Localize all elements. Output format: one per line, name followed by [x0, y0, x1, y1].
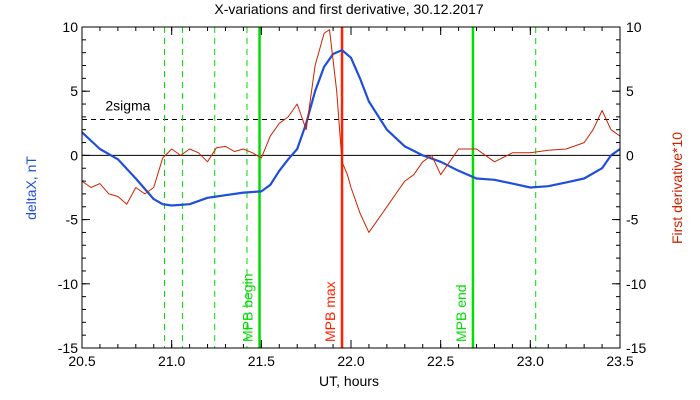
x-tick-label: 21.0: [158, 353, 185, 369]
axes-layer: 20.5 21.0 21.5 22.0 22.5 23.0 23.5-15 -15-10 -10…: [58, 19, 647, 369]
x-tick-label: 23.5: [606, 353, 633, 369]
y-tick-label-left: -15: [58, 340, 78, 356]
chart-title: X-variations and first derivative, 30.12…: [214, 1, 483, 17]
x-tick-label: 23.0: [517, 353, 544, 369]
x-tick-label: 22.0: [337, 353, 364, 369]
y-tick-label-left: -10: [58, 276, 78, 292]
marker-label: MPB begin: [240, 274, 256, 342]
y-tick-label-right: 0: [626, 147, 634, 163]
derivative-series-line: [81, 29, 621, 233]
x-tick-label: 21.5: [248, 353, 275, 369]
y-tick-label-left: 5: [70, 83, 78, 99]
marker-label: MPB max: [322, 281, 338, 342]
marker-label: MPB end: [453, 284, 469, 342]
y-axis-label-right: First derivative*10: [669, 132, 685, 244]
y-tick-label-right: 10: [626, 19, 642, 35]
deltaX-series-line: [81, 48, 621, 207]
y-tick-label-left: 10: [62, 19, 78, 35]
y-tick-label-right: -15: [626, 340, 646, 356]
y-tick-label-right: -5: [626, 212, 639, 228]
y-tick-label-right: 5: [626, 83, 634, 99]
y-tick-label-left: -5: [66, 212, 79, 228]
y-tick-label-left: 0: [70, 147, 78, 163]
annotations-layer: 2sigma MPB begin MPB max MPB end: [82, 27, 620, 348]
sigma-label: 2sigma: [105, 97, 150, 113]
x-tick-label: 20.5: [68, 353, 95, 369]
x-tick-label: 22.5: [427, 353, 454, 369]
y-axis-label-left: deltaX, nT: [23, 156, 39, 220]
series-layer: [81, 29, 621, 233]
x-axis-label: UT, hours: [319, 373, 379, 389]
y-tick-label-right: -10: [626, 276, 646, 292]
